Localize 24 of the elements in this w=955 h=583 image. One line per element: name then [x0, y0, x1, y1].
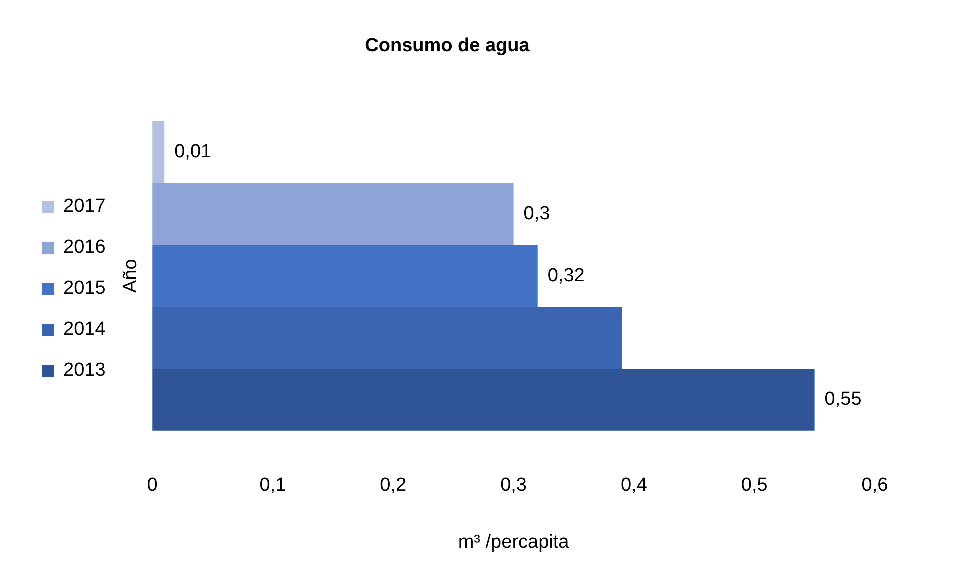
- bar: [152, 183, 514, 246]
- x-tick-label: 0,3: [500, 475, 527, 496]
- legend-label: 2017: [64, 196, 106, 218]
- bar: [152, 369, 815, 431]
- legend-label: 2014: [64, 319, 106, 340]
- bar: [152, 245, 538, 308]
- data-label: 0,32: [548, 265, 585, 286]
- legend-label: 2016: [64, 237, 106, 258]
- x-tick-label: 0: [147, 475, 158, 496]
- bar: [152, 307, 622, 369]
- data-label: 0,3: [524, 203, 550, 224]
- legend-label: 2015: [64, 278, 106, 300]
- data-label: 0,01: [174, 141, 212, 162]
- bar: [152, 121, 165, 184]
- legend-label: 2013: [64, 360, 106, 382]
- data-label: 0,55: [824, 389, 862, 410]
- x-tick-label: 0,6: [862, 475, 888, 496]
- x-tick-label: 0,2: [380, 475, 407, 496]
- y-axis-title: Año: [120, 259, 142, 294]
- x-tick-label: 0,4: [620, 475, 648, 496]
- chart-title: Consumo de agua: [365, 36, 530, 57]
- x-tick-label: 0,5: [741, 475, 768, 496]
- x-tick-label: 0,1: [260, 475, 286, 496]
- x-axis-title: m³ /percapita: [458, 532, 570, 553]
